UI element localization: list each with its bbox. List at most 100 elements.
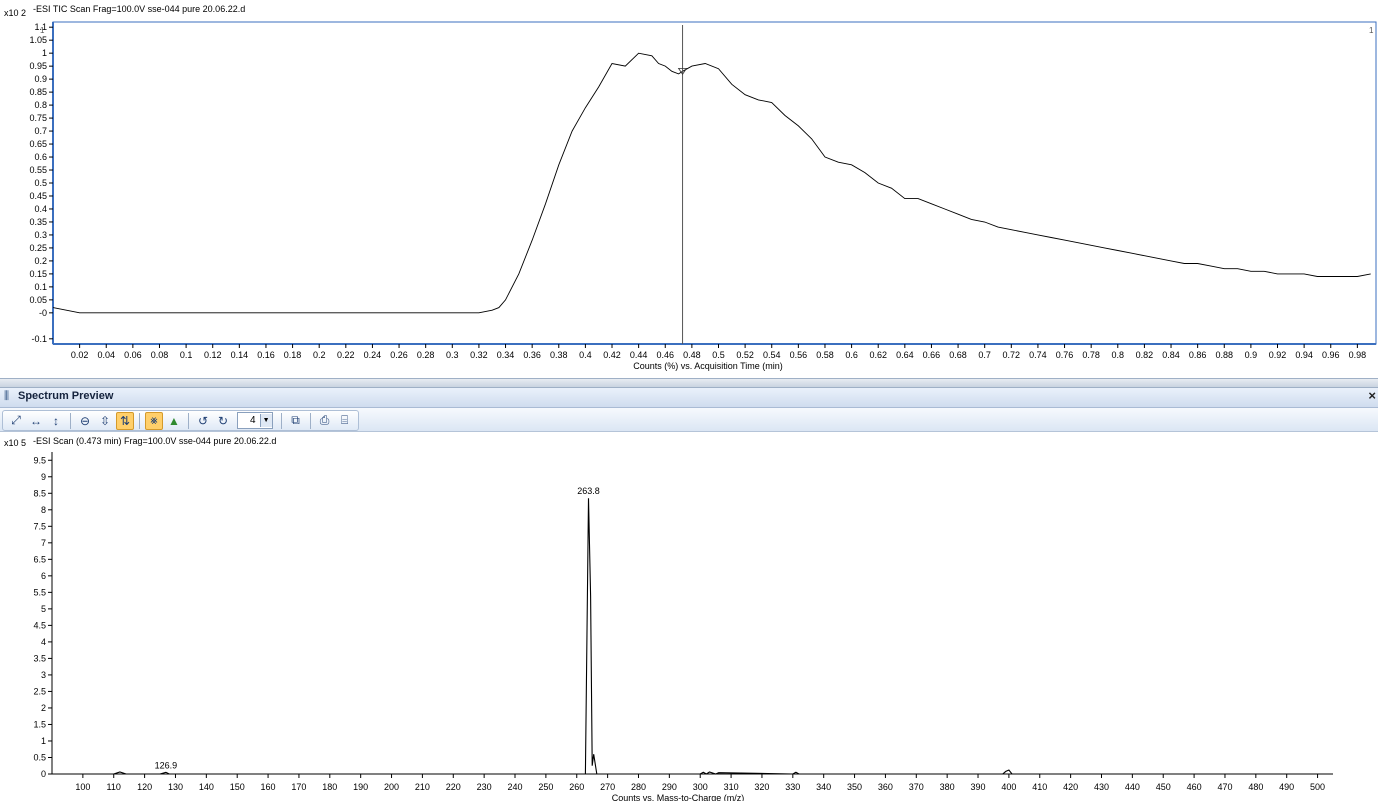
- spectrum-y-tick-label: 7: [41, 538, 46, 548]
- spectrum-x-tick-label: 170: [291, 782, 306, 792]
- spectrum-y-tick-label: 2: [41, 703, 46, 713]
- cursor-marker-icon[interactable]: [677, 67, 688, 76]
- spectrum-x-tick-label: 480: [1248, 782, 1263, 792]
- spectrum-y-tick-label: 9.5: [33, 455, 46, 465]
- spectrum-preview-icon: ⫼: [4, 390, 10, 402]
- spectrum-y-tick-label: 5: [41, 604, 46, 614]
- toolbar-separator: [139, 412, 140, 429]
- tic-x-tick-label: 0.68: [949, 350, 967, 360]
- print-icon[interactable]: ⌸: [340, 413, 349, 427]
- spectrum-toolbar-strip: ⤢ ↔ ↕ ⊖ ⇳ ⇅ ⨳ ▲ ↺ ↻ 4 ▼ ⧉ ⎙ ⌸: [2, 410, 359, 431]
- tic-y-tick-label: 0.6: [34, 152, 47, 162]
- tic-x-tick-label: 0.8: [1112, 350, 1125, 360]
- tic-x-tick-label: 0.9: [1245, 350, 1258, 360]
- spectrum-x-tick-label: 270: [600, 782, 615, 792]
- redo-icon[interactable]: ↻: [217, 413, 229, 428]
- tic-x-tick-label: 0.56: [790, 350, 808, 360]
- spectrum-x-tick-label: 390: [971, 782, 986, 792]
- tic-x-tick-label: 0.94: [1295, 350, 1313, 360]
- tic-x-tick-label: 0.92: [1269, 350, 1287, 360]
- tic-x-tick-label: 0.24: [364, 350, 382, 360]
- tic-x-tick-label: 0.02: [71, 350, 89, 360]
- tic-y-tick-label: 0.15: [29, 269, 47, 279]
- tic-x-tick-label: 0.1: [180, 350, 193, 360]
- tic-x-tick-label: 0.38: [550, 350, 568, 360]
- peak-label-icon[interactable]: ⨳: [145, 411, 163, 430]
- close-icon[interactable]: ×: [1368, 388, 1376, 403]
- tic-x-tick-label: 0.82: [1136, 350, 1154, 360]
- tic-chart[interactable]: x10 2 -ESI TIC Scan Frag=100.0V sse-044 …: [0, 0, 1378, 378]
- tic-y-tick-label: 0.45: [29, 191, 47, 201]
- overlay-icon[interactable]: ⇅: [116, 411, 134, 430]
- spectrum-y-tick-label: 6.5: [33, 554, 46, 564]
- mass-spectrum-chart[interactable]: x10 5 -ESI Scan (0.473 min) Frag=100.0V …: [0, 432, 1378, 801]
- tic-y-tick-label: 0.3: [34, 230, 47, 240]
- toolbar-separator: [70, 412, 71, 429]
- tic-y-tick-label: 1: [42, 48, 47, 58]
- spectrum-y-tick-label: 1: [41, 736, 46, 746]
- tic-x-tick-label: 0.74: [1029, 350, 1047, 360]
- spectrum-y-tick-label: 1.5: [33, 719, 46, 729]
- tic-x-tick-label: 0.46: [656, 350, 674, 360]
- tic-title: -ESI TIC Scan Frag=100.0V sse-044 pure 2…: [33, 4, 245, 14]
- spectrum-x-tick-label: 190: [353, 782, 368, 792]
- spectrum-x-tick-label: 400: [1001, 782, 1016, 792]
- spectrum-toolbar: ⤢ ↔ ↕ ⊖ ⇳ ⇅ ⨳ ▲ ↺ ↻ 4 ▼ ⧉ ⎙ ⌸: [0, 408, 1378, 432]
- tic-x-tick-label: 0.96: [1322, 350, 1340, 360]
- tic-x-tick-label: 0.36: [523, 350, 541, 360]
- tic-x-tick-label: 0.4: [579, 350, 592, 360]
- spectrum-x-tick-label: 220: [446, 782, 461, 792]
- tic-scale-label: x10 2: [4, 8, 26, 18]
- spectrum-preview-title: Spectrum Preview: [18, 390, 114, 402]
- tic-x-tick-label: 0.22: [337, 350, 355, 360]
- zoom-level-dropdown[interactable]: 4 ▼: [237, 412, 273, 429]
- tic-chromatogram-panel[interactable]: x10 2 -ESI TIC Scan Frag=100.0V sse-044 …: [0, 0, 1378, 378]
- autoscale-xy-icon[interactable]: ⤢: [11, 413, 21, 427]
- tic-y-tick-label: 0.35: [29, 217, 47, 227]
- zoom-out-icon[interactable]: ⊖: [79, 413, 91, 428]
- mass-spectrum-panel[interactable]: x10 5 -ESI Scan (0.473 min) Frag=100.0V …: [0, 432, 1378, 801]
- peak-find-icon[interactable]: ▲: [168, 413, 180, 428]
- tic-x-tick-label: 0.5: [712, 350, 725, 360]
- spectrum-x-tick-label: 500: [1310, 782, 1325, 792]
- chevron-down-icon[interactable]: ▼: [259, 414, 272, 427]
- tic-x-tick-label: 0.06: [124, 350, 142, 360]
- spectrum-x-tick-label: 450: [1156, 782, 1171, 792]
- spectrum-title: -ESI Scan (0.473 min) Frag=100.0V sse-04…: [33, 436, 276, 446]
- tic-x-tick-label: 0.14: [231, 350, 249, 360]
- spectrum-x-tick-label: 440: [1125, 782, 1140, 792]
- copy-icon[interactable]: ⧉: [291, 413, 300, 427]
- spectrum-x-tick-label: 490: [1279, 782, 1294, 792]
- fit-y-icon[interactable]: ⇳: [99, 413, 111, 428]
- autoscale-x-icon[interactable]: ↔: [30, 413, 42, 428]
- tic-y-tick-label: 1.1: [34, 22, 47, 32]
- tic-y-tick-label: 0.95: [29, 61, 47, 71]
- print-preview-icon[interactable]: ⎙: [319, 413, 330, 427]
- tic-x-tick-label: 0.58: [816, 350, 834, 360]
- tic-x-tick-label: 0.16: [257, 350, 275, 360]
- spectrum-x-tick-label: 250: [538, 782, 553, 792]
- tic-y-tick-label: 0.8: [34, 100, 47, 110]
- tic-x-tick-label: 0.86: [1189, 350, 1207, 360]
- tic-y-tick-label: 0.5: [34, 178, 47, 188]
- autoscale-y-icon[interactable]: ↕: [53, 413, 59, 428]
- tic-x-tick-label: 0.32: [470, 350, 488, 360]
- panel-splitter[interactable]: [0, 378, 1378, 388]
- spectrum-x-tick-label: 460: [1187, 782, 1202, 792]
- tic-x-tick-label: 0.2: [313, 350, 326, 360]
- peak-label: 126.9: [155, 760, 178, 770]
- spectrum-x-tick-label: 260: [569, 782, 584, 792]
- tic-x-tick-label: 0.28: [417, 350, 435, 360]
- tic-marker-right: 1: [1369, 26, 1374, 35]
- tic-x-tick-label: 0.64: [896, 350, 914, 360]
- spectrum-x-tick-label: 200: [384, 782, 399, 792]
- spectrum-y-tick-label: 0.5: [33, 752, 46, 762]
- zoom-level-value: 4: [250, 415, 256, 426]
- spectrum-x-tick-label: 240: [507, 782, 522, 792]
- spectrum-y-tick-label: 8.5: [33, 488, 46, 498]
- spectrum-preview-header: ⫼ Spectrum Preview ×: [0, 388, 1378, 408]
- tic-x-tick-label: 0.44: [630, 350, 648, 360]
- undo-icon[interactable]: ↺: [197, 413, 209, 428]
- tic-x-tick-label: 0.76: [1056, 350, 1074, 360]
- spectrum-y-tick-label: 2.5: [33, 686, 46, 696]
